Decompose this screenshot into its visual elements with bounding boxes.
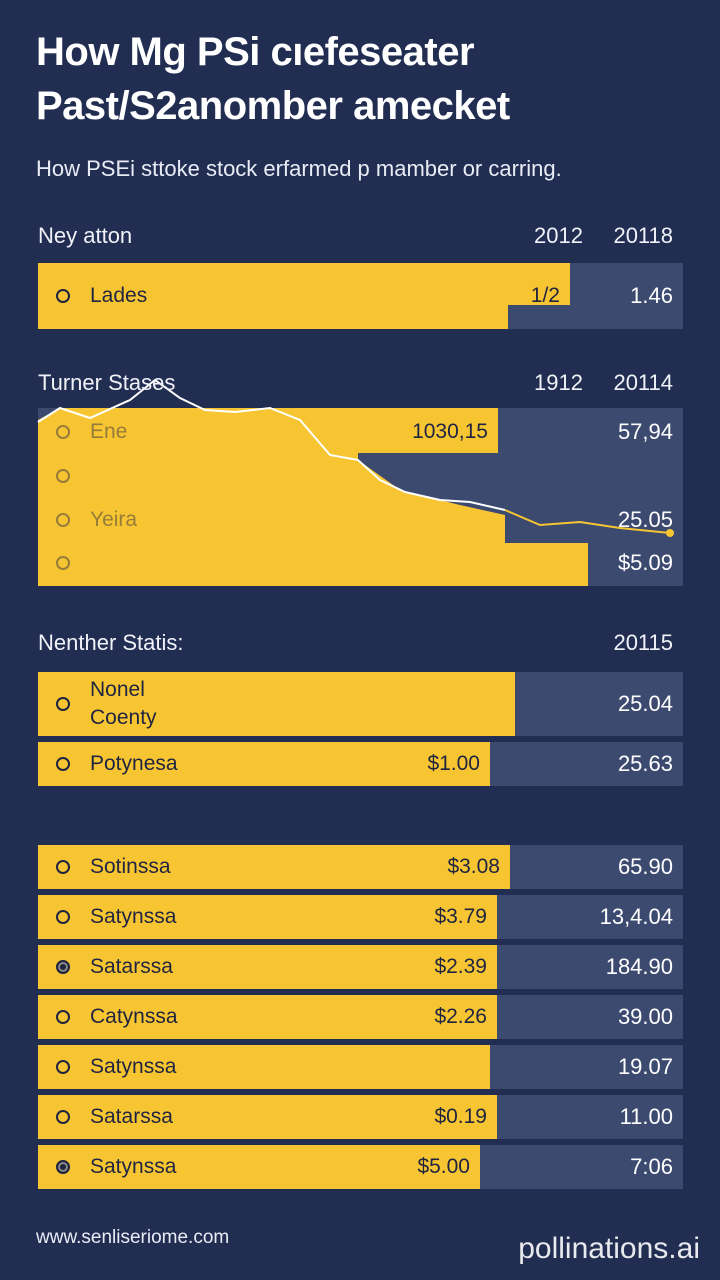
radio xyxy=(56,757,70,771)
row-label: Yeira xyxy=(90,508,138,531)
subtitle: How PSEi sttoke stock erfarmed p mamber … xyxy=(36,156,562,181)
radio xyxy=(56,1010,70,1024)
value-b: 13,4.04 xyxy=(599,904,673,929)
value-a: $3.08 xyxy=(447,855,500,878)
radio xyxy=(56,1060,70,1074)
row-bar xyxy=(38,1145,480,1189)
title-line: Past/S2anomber amecket xyxy=(36,84,510,128)
row-label: Satarssa xyxy=(90,1105,173,1128)
column-header: 20118 xyxy=(613,223,673,248)
row-label: Sotinssa xyxy=(90,855,171,878)
row-label: Potynesa xyxy=(90,752,178,775)
radio xyxy=(56,556,70,570)
section-label: Nenther Statis: xyxy=(38,630,184,655)
value-b: 1.46 xyxy=(630,283,673,308)
footer-url: www.senliseriome.com xyxy=(36,1227,230,1248)
row-label: Satarssa xyxy=(90,955,173,978)
value-b: $5.09 xyxy=(617,550,673,575)
row-bar xyxy=(38,1095,497,1139)
row-label: Satynssa xyxy=(90,905,177,928)
row-label: Ene xyxy=(90,420,128,443)
row-bar xyxy=(38,995,497,1039)
row-bar xyxy=(38,672,515,736)
value-b: 25.04 xyxy=(617,691,673,716)
value-a: $2.26 xyxy=(434,1005,487,1028)
row-label: Lades xyxy=(90,284,148,307)
radio xyxy=(56,513,70,527)
row-bar xyxy=(38,895,497,939)
row-label: Catynssa xyxy=(90,1005,178,1028)
value-a: $3.79 xyxy=(434,905,487,928)
value-b: 57,94 xyxy=(617,419,673,444)
row-label: Coenty xyxy=(90,706,157,729)
value-b: 39.00 xyxy=(617,1004,673,1029)
row-label: Nonel xyxy=(90,678,145,701)
row-label: Satynssa xyxy=(90,1155,177,1178)
value-b: 65.90 xyxy=(617,854,673,879)
section-label: Turner Stases xyxy=(38,370,176,395)
watermark: pollinations.ai xyxy=(518,1232,700,1265)
value-b: 11.00 xyxy=(619,1104,673,1129)
radio xyxy=(56,469,70,483)
row-label: Satynssa xyxy=(90,1055,177,1078)
value-a: 1030,15 xyxy=(412,420,488,443)
value-b: 184.90 xyxy=(605,954,673,979)
value-a: $5.00 xyxy=(417,1155,470,1178)
row-bar xyxy=(38,845,510,889)
title-line: How Mg PSi cıefeseater xyxy=(36,30,475,74)
row-bar xyxy=(38,1045,490,1089)
value-b: 7:06 xyxy=(630,1154,673,1179)
radio xyxy=(56,425,70,439)
value-a: $0.19 xyxy=(434,1105,487,1128)
radio xyxy=(56,860,70,874)
column-header: 20114 xyxy=(613,370,673,395)
value-a: 1/2 xyxy=(530,284,560,307)
radio xyxy=(56,960,70,974)
section-label: Ney atton xyxy=(38,223,133,248)
value-b: 19.07 xyxy=(617,1054,673,1079)
radio xyxy=(56,289,70,303)
value-b: 25.05 xyxy=(617,507,673,532)
column-header: 20115 xyxy=(613,630,673,655)
radio xyxy=(56,697,70,711)
radio xyxy=(56,1160,70,1174)
value-b: 25.63 xyxy=(617,751,673,776)
row-bar xyxy=(38,945,497,989)
radio xyxy=(56,1110,70,1124)
column-header: 1912 xyxy=(534,370,583,395)
radio xyxy=(56,910,70,924)
row-bar xyxy=(38,742,490,786)
column-header: 2012 xyxy=(534,223,583,248)
value-a: $2.39 xyxy=(434,955,487,978)
value-a: $1.00 xyxy=(427,752,480,775)
